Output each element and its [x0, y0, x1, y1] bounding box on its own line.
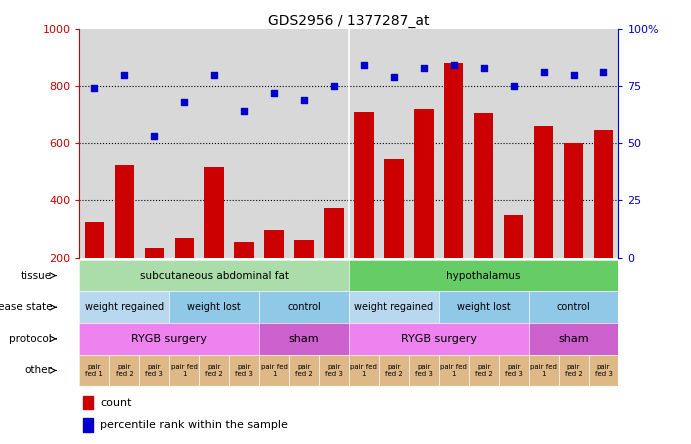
Text: tissue: tissue — [21, 270, 53, 281]
Text: hypothalamus: hypothalamus — [446, 270, 521, 281]
Text: weight lost: weight lost — [457, 302, 511, 312]
Text: control: control — [287, 302, 321, 312]
Text: pair fed
1: pair fed 1 — [261, 364, 287, 377]
Text: percentile rank within the sample: percentile rank within the sample — [100, 420, 288, 430]
Text: pair fed
1: pair fed 1 — [440, 364, 467, 377]
Bar — [115, 165, 134, 258]
Point — [359, 62, 370, 69]
Point — [238, 107, 249, 115]
Bar — [265, 230, 284, 258]
Point — [418, 64, 429, 71]
Text: pair
fed 2: pair fed 2 — [385, 364, 403, 377]
Bar — [85, 222, 104, 258]
Text: subcutaneous abdominal fat: subcutaneous abdominal fat — [140, 270, 289, 281]
Point — [508, 83, 519, 90]
Text: pair
fed 2: pair fed 2 — [205, 364, 223, 377]
Bar — [83, 396, 93, 409]
Point — [388, 73, 399, 80]
Point — [538, 69, 549, 76]
Point — [568, 71, 579, 78]
Bar — [594, 131, 613, 258]
Point — [149, 133, 160, 140]
Point — [328, 83, 339, 90]
Text: other: other — [24, 365, 53, 376]
Bar — [504, 214, 523, 258]
Text: pair
fed 2: pair fed 2 — [475, 364, 493, 377]
Bar — [354, 112, 374, 258]
Bar — [534, 126, 553, 258]
Text: disease state: disease state — [0, 302, 53, 312]
Text: weight regained: weight regained — [354, 302, 433, 312]
Point — [478, 64, 489, 71]
Point — [299, 96, 310, 103]
Bar — [444, 63, 464, 258]
Text: pair fed
1: pair fed 1 — [350, 364, 377, 377]
Text: pair
fed 1: pair fed 1 — [86, 364, 104, 377]
Point — [119, 71, 130, 78]
Point — [598, 69, 609, 76]
Text: pair
fed 3: pair fed 3 — [504, 364, 522, 377]
Text: sham: sham — [558, 334, 589, 344]
Text: count: count — [100, 398, 132, 408]
Text: pair
fed 2: pair fed 2 — [295, 364, 313, 377]
Title: GDS2956 / 1377287_at: GDS2956 / 1377287_at — [268, 14, 430, 28]
Bar — [324, 207, 343, 258]
Point — [209, 71, 220, 78]
Text: pair
fed 3: pair fed 3 — [145, 364, 163, 377]
Text: pair
fed 3: pair fed 3 — [415, 364, 433, 377]
Bar — [83, 418, 93, 432]
Bar — [564, 143, 583, 258]
Bar — [474, 113, 493, 258]
Bar — [294, 240, 314, 258]
Text: pair
fed 2: pair fed 2 — [565, 364, 583, 377]
Text: pair
fed 3: pair fed 3 — [325, 364, 343, 377]
Point — [448, 62, 460, 69]
Bar — [205, 167, 224, 258]
Point — [179, 99, 190, 106]
Text: pair
fed 3: pair fed 3 — [594, 364, 612, 377]
Text: RYGB surgery: RYGB surgery — [131, 334, 207, 344]
Bar — [384, 159, 404, 258]
Bar — [175, 238, 194, 258]
Bar — [144, 247, 164, 258]
Text: pair fed
1: pair fed 1 — [171, 364, 198, 377]
Point — [89, 85, 100, 92]
Text: RYGB surgery: RYGB surgery — [401, 334, 477, 344]
Text: protocol: protocol — [10, 334, 53, 344]
Text: weight lost: weight lost — [187, 302, 241, 312]
Text: pair
fed 3: pair fed 3 — [235, 364, 253, 377]
Bar — [234, 242, 254, 258]
Text: pair fed
1: pair fed 1 — [530, 364, 557, 377]
Text: control: control — [557, 302, 590, 312]
Text: sham: sham — [289, 334, 319, 344]
Bar — [414, 109, 433, 258]
Text: pair
fed 2: pair fed 2 — [115, 364, 133, 377]
Point — [269, 89, 280, 96]
Text: weight regained: weight regained — [85, 302, 164, 312]
